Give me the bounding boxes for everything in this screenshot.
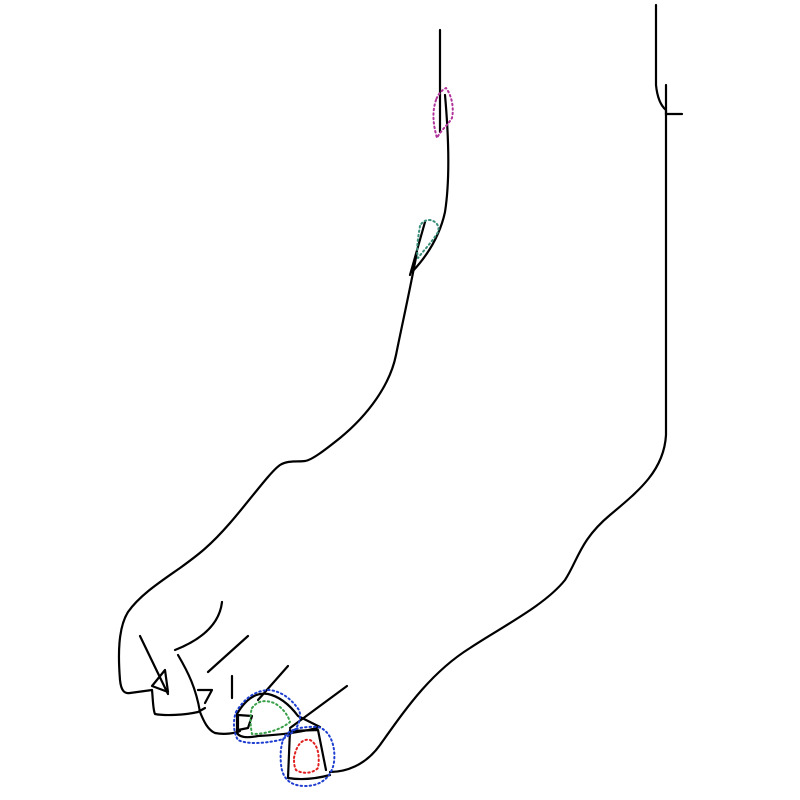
fourth-toe-stroke	[206, 634, 250, 674]
annotation-marks	[232, 87, 454, 787]
green-mark-second-toe	[249, 700, 291, 735]
fourth-toe-crease	[173, 600, 224, 652]
little-toe-outline	[150, 688, 207, 717]
teal-mark-ankle-front	[416, 219, 440, 259]
big-toe-nail	[288, 728, 328, 772]
foot-outline	[117, 3, 684, 781]
back-of-leg-line	[328, 3, 668, 774]
shin-front-line	[410, 93, 450, 274]
red-mark-big-toe	[293, 738, 320, 774]
magenta-mark-upper-leg	[432, 87, 454, 139]
little-toe-nail	[150, 668, 170, 694]
instep-line	[117, 250, 419, 695]
little-toe-stroke	[138, 634, 170, 696]
blue-mark-second-toe	[232, 689, 301, 744]
fourth-toe-outline	[176, 653, 242, 735]
blue-mark-big-toe	[279, 725, 336, 787]
second-toe-nail	[236, 713, 254, 732]
big-toe-outline	[286, 728, 332, 781]
fourth-toe-nail	[196, 688, 214, 705]
